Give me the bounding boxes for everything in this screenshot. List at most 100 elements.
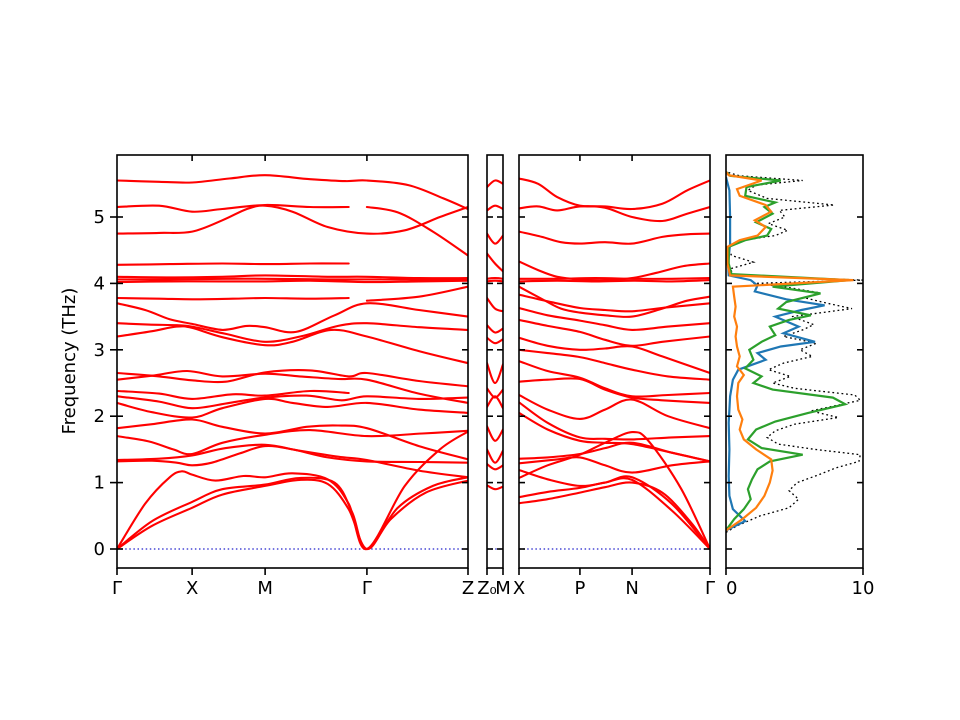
- phonon-band-line: [117, 277, 468, 281]
- phonon-band-line: [365, 205, 468, 257]
- phonon-band-line: [487, 362, 503, 385]
- x-tick-label: M: [495, 578, 511, 599]
- phonon-band-line: [117, 476, 468, 551]
- y-tick-label: 1: [94, 473, 105, 494]
- phonon-band-line: [519, 285, 710, 318]
- y-tick-label: 5: [94, 207, 105, 228]
- x-tick-label: Z₀: [477, 578, 497, 599]
- phonon-band-line: [519, 377, 710, 404]
- phonon-band-line: [487, 484, 503, 491]
- band-panel-gamma-x-m-gamma-z: 0 1 2 3 4 5 Γ X M Γ Z: [94, 154, 474, 599]
- panel-frame: [725, 154, 864, 569]
- phonon-band-line: [487, 425, 503, 442]
- phonon-band-line: [487, 204, 503, 212]
- phonon-band-line: [117, 174, 468, 211]
- phonon-band-line: [117, 203, 350, 213]
- phonon-band-line: [519, 293, 710, 313]
- y-tick-label: 2: [94, 406, 105, 427]
- phonon-band-line: [117, 322, 468, 343]
- phonon-band-line: [117, 262, 350, 266]
- phonon-band-line: [519, 230, 710, 245]
- panel-frame: [518, 154, 711, 569]
- x-tick-label: 0: [726, 578, 737, 599]
- phonon-band-line: [519, 279, 710, 283]
- projected-dos-blue-curve: [726, 176, 825, 532]
- projected-dos-orange-curve: [726, 171, 854, 532]
- x-tick-label: X: [513, 578, 525, 599]
- phonon-band-line: [487, 336, 503, 345]
- phonon-band-line: [519, 348, 710, 381]
- phonon-band-line: [487, 179, 503, 189]
- phonon-band-line: [117, 478, 468, 551]
- total-dos-curve: [726, 171, 863, 533]
- phonon-band-line: [117, 204, 468, 235]
- phonon-band-line: [117, 325, 468, 365]
- phonon-band-line: [519, 360, 710, 398]
- phonon-band-line: [117, 394, 468, 410]
- phonon-bands: [487, 179, 503, 491]
- phonon-band-line: [487, 448, 503, 464]
- phonon-band-line: [487, 279, 503, 283]
- phonon-bands: [519, 177, 710, 551]
- panel-frame: [116, 154, 469, 569]
- phonon-band-line: [117, 302, 468, 334]
- phonon-band-line: [365, 285, 468, 302]
- phonon-band-line: [487, 395, 503, 410]
- x-tick-label: P: [574, 578, 585, 599]
- x-tick-label: N: [625, 578, 638, 599]
- phonon-band-line: [487, 252, 503, 273]
- phonon-band-line: [487, 324, 503, 334]
- y-tick-label: 0: [94, 539, 105, 560]
- x-tick-label: Γ: [362, 578, 372, 599]
- phonon-band-line: [519, 468, 710, 551]
- phonon-band-line: [117, 430, 468, 551]
- x-tick-label: Γ: [705, 578, 715, 599]
- phonon-band-line: [117, 397, 468, 419]
- phonon-band-line: [117, 369, 468, 388]
- phonon-band-line: [519, 456, 710, 474]
- x-tick-label: 10: [852, 578, 875, 599]
- dos-panel: 0 10: [725, 154, 875, 599]
- phonon-band-line: [117, 369, 468, 404]
- phonon-band-line: [487, 462, 503, 471]
- projected-dos-green-curve: [726, 171, 850, 532]
- phonon-band-line: [519, 431, 710, 551]
- phonon-band-line: [117, 418, 468, 461]
- y-tick-label: 3: [94, 340, 105, 361]
- phonon-band-line: [519, 277, 710, 280]
- x-tick-label: X: [186, 578, 198, 599]
- phonon-band-line: [519, 177, 710, 211]
- phonon-band-line: [519, 441, 710, 463]
- phonon-band-line: [117, 429, 468, 456]
- phonon-band-line: [519, 205, 710, 223]
- phonon-band-line: [487, 232, 503, 245]
- phonon-band-line: [117, 443, 468, 479]
- phonon-band-line: [117, 389, 350, 400]
- phonon-band-line: [519, 318, 710, 347]
- phonon-band-line: [519, 336, 710, 375]
- phonon-band-line: [519, 477, 710, 551]
- panel-frame: [486, 154, 504, 569]
- phonon-band-line: [487, 296, 503, 313]
- y-tick-label: 4: [94, 273, 105, 294]
- phonon-band-line: [519, 260, 710, 282]
- phonon-band-line: [487, 387, 503, 399]
- phonon-band-line: [117, 274, 468, 280]
- phonon-band-line: [519, 393, 710, 430]
- phonon-band-line: [519, 401, 710, 441]
- phonon-band-line: [519, 306, 710, 331]
- x-tick-label: M: [257, 578, 273, 599]
- y-axis-label: Frequency (THz): [59, 288, 80, 435]
- band-panel-z0-m: Z₀M: [477, 154, 511, 599]
- phonon-band-line: [117, 279, 468, 284]
- x-tick-label: Γ: [112, 578, 122, 599]
- phonon-band-line: [117, 296, 350, 301]
- phonon-bands: [117, 174, 468, 551]
- phonon-band-line: [487, 277, 503, 280]
- x-tick-label: Z: [462, 578, 474, 599]
- phonon-band-line: [519, 481, 710, 551]
